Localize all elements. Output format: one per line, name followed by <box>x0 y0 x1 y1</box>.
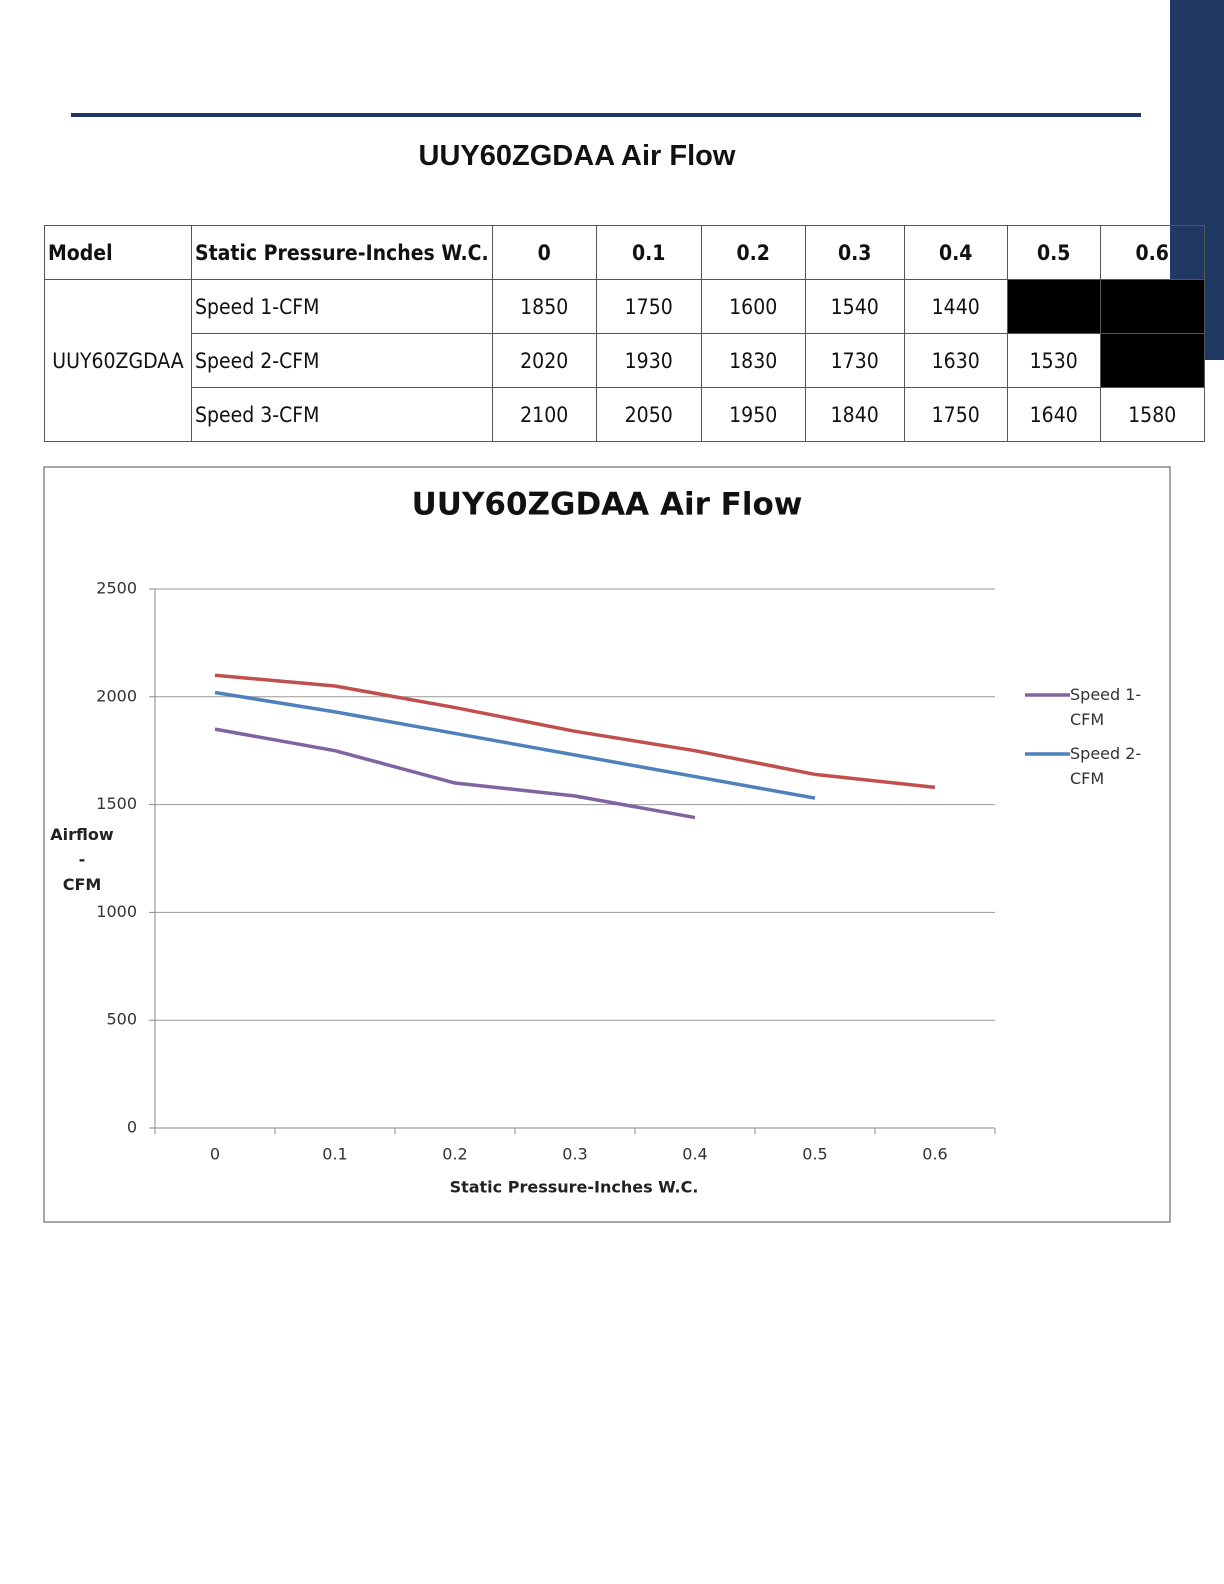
y-tick-label: 500 <box>106 1010 137 1029</box>
x-tick-label: 0.2 <box>442 1145 467 1164</box>
row-label: Speed 3-CFM <box>191 387 493 442</box>
value-cell: 1750 <box>595 279 702 334</box>
value-cell: 1730 <box>804 333 905 388</box>
value-cell: 1850 <box>491 279 597 334</box>
model-cell: UUY60ZGDAA <box>44 279 192 442</box>
x-axis-label: Static Pressure-Inches W.C. <box>450 1178 699 1197</box>
airflow-table: Model Static Pressure-Inches W.C. 0 0.1 0.2 0… <box>44 225 1205 442</box>
y-tick-label: 2500 <box>96 579 137 598</box>
x-tick-label: 0.4 <box>682 1145 707 1164</box>
header-rule <box>71 113 1141 117</box>
value-cell: 1840 <box>804 387 905 442</box>
chart-title: UUY60ZGDAA Air Flow <box>412 487 803 523</box>
header-cell: Static Pressure-Inches W.C. <box>191 225 493 280</box>
table-row: Model Static Pressure-Inches W.C. 0 0.1 0.2 0… <box>44 225 1205 280</box>
table-row: Speed 3-CFM 2100 2050 1950 1840 1750 1640 1580 <box>45 387 1205 442</box>
header-cell: 0.3 <box>804 225 905 280</box>
header-cell: 0.4 <box>903 225 1008 280</box>
y-tick-label: 1000 <box>96 902 137 921</box>
x-tick-label: 0.3 <box>562 1145 587 1164</box>
x-tick-label: 0.5 <box>802 1145 827 1164</box>
blank-cell <box>1006 279 1101 334</box>
legend-entry: Speed 2-CFM <box>1070 744 1142 788</box>
header-cell: 0.6 <box>1099 225 1205 280</box>
blank-cell <box>1099 279 1205 334</box>
value-cell: 1640 <box>1006 387 1101 442</box>
y-tick-label: 1500 <box>96 794 137 813</box>
blank-cell <box>1099 333 1205 388</box>
y-tick-label: 2000 <box>96 686 137 705</box>
header-cell: Model <box>44 225 192 280</box>
value-cell: 1530 <box>1006 333 1101 388</box>
value-cell: 1950 <box>700 387 806 442</box>
value-cell: 1830 <box>700 333 806 388</box>
value-cell: 2050 <box>595 387 702 442</box>
value-cell: 2100 <box>491 387 597 442</box>
header-cell: 0.5 <box>1006 225 1101 280</box>
chart-frame <box>43 466 1171 1223</box>
table-row: UUY60ZGDAA Speed 1-CFM 1850 1750 1600 1540 144… <box>44 279 1205 442</box>
series-line <box>214 727 696 820</box>
value-cell: 1580 <box>1099 387 1205 442</box>
y-axis-label: Airflow - CFM <box>50 825 114 894</box>
value-cell: 2020 <box>491 333 597 388</box>
x-tick-label: 0.6 <box>922 1145 947 1164</box>
y-tick-label: 0 <box>127 1118 137 1137</box>
x-tick-label: 0.1 <box>322 1145 347 1164</box>
value-cell: 1750 <box>903 387 1008 442</box>
x-tick-label: 0 <box>210 1145 220 1164</box>
legend-entry: Speed 1-CFM <box>1070 685 1142 729</box>
series-line <box>214 673 936 790</box>
value-cell: 1600 <box>700 279 806 334</box>
page-title: UUY60ZGDAA Air Flow <box>418 140 736 172</box>
series-line <box>214 690 816 800</box>
header-cell: 0.1 <box>595 225 702 280</box>
header-cell: 0.2 <box>700 225 806 280</box>
row-label: Speed 1-CFM <box>191 279 493 334</box>
